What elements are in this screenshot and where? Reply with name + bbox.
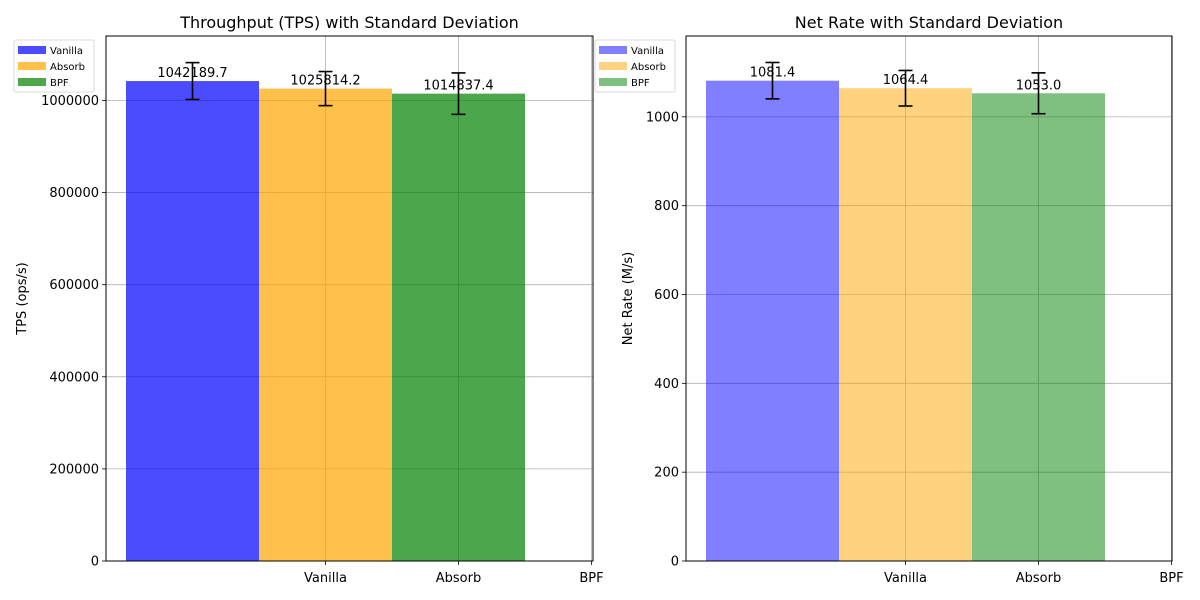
- y-tick-label: 800: [654, 199, 679, 214]
- data-label: 1042189.7: [157, 66, 227, 81]
- legend-label: Vanilla: [631, 46, 664, 57]
- data-label: 1025814.2: [290, 74, 360, 89]
- y-tick-label: 1000000: [41, 94, 99, 109]
- y-tick-label: 0: [91, 555, 99, 570]
- plot-frame: [105, 35, 594, 562]
- data-label: 1053.0: [1016, 78, 1062, 93]
- legend-swatch: [18, 62, 46, 70]
- plot-frame: [685, 35, 1173, 562]
- y-tick-label: 400: [654, 377, 679, 392]
- bar: [259, 88, 392, 561]
- legend-swatch: [599, 78, 627, 86]
- error-bars: [765, 61, 1046, 115]
- legend-swatch: [599, 46, 627, 54]
- y-tick-label: 400000: [49, 370, 99, 385]
- y-tick-label: 200000: [49, 462, 99, 477]
- chart-title: Net Rate with Standard Deviation: [795, 13, 1063, 32]
- data-label: 1064.4: [883, 73, 929, 88]
- y-tick-label: 0: [671, 555, 679, 570]
- legend-swatch: [18, 78, 46, 86]
- x-tick-labels: Vanilla Absorb BPF: [304, 561, 604, 586]
- legend-label: BPF: [631, 78, 650, 89]
- legend-label: Absorb: [631, 62, 666, 73]
- legend: Vanilla Absorb BPF: [13, 39, 95, 93]
- x-tick-label: Absorb: [436, 571, 481, 586]
- y-axis-label: TPS (ops/s): [15, 262, 30, 335]
- chart-net-rate: Net Rate with Standard Deviation Net Rat…: [594, 13, 1184, 586]
- y-tick-label: 1000: [646, 110, 679, 125]
- error-bars: [185, 61, 466, 116]
- y-axis-label: Net Rate (M/s): [621, 252, 636, 345]
- y-tick-labels: 0 200 400 600 800 1000: [646, 110, 686, 570]
- data-label: 1014837.4: [423, 79, 493, 94]
- bar: [126, 81, 259, 561]
- data-labels: 1042189.7 1025814.2 1014837.4: [157, 66, 493, 94]
- chart-throughput: Throughput (TPS) with Standard Deviation…: [13, 13, 604, 586]
- y-tick-label: 800000: [49, 186, 99, 201]
- legend-swatch: [599, 62, 627, 70]
- bars: [126, 81, 525, 561]
- data-labels: 1081.4 1064.4 1053.0: [750, 66, 1062, 94]
- bar: [839, 88, 972, 561]
- bars: [706, 80, 1105, 562]
- x-tick-label: BPF: [1159, 571, 1183, 586]
- x-tick-label: BPF: [579, 571, 603, 586]
- chart-title: Throughput (TPS) with Standard Deviation: [179, 13, 519, 32]
- x-tick-labels: Vanilla Absorb BPF: [884, 561, 1184, 586]
- x-tick-label: Absorb: [1016, 571, 1061, 586]
- legend-label: Absorb: [50, 62, 85, 73]
- legend-label: Vanilla: [50, 46, 83, 57]
- x-tick-label: Vanilla: [884, 571, 927, 586]
- y-tick-label: 600: [654, 288, 679, 303]
- data-label: 1081.4: [750, 66, 796, 81]
- legend-swatch: [18, 46, 46, 54]
- bar: [392, 93, 525, 561]
- y-tick-label: 600000: [49, 278, 99, 293]
- bar: [972, 93, 1105, 562]
- x-tick-label: Vanilla: [304, 571, 347, 586]
- y-tick-labels: 0 200000 400000 600000 800000 1000000: [41, 94, 106, 570]
- bar: [706, 80, 839, 561]
- y-tick-label: 200: [654, 466, 679, 481]
- legend: Vanilla Absorb BPF: [594, 39, 676, 93]
- legend-label: BPF: [50, 78, 69, 89]
